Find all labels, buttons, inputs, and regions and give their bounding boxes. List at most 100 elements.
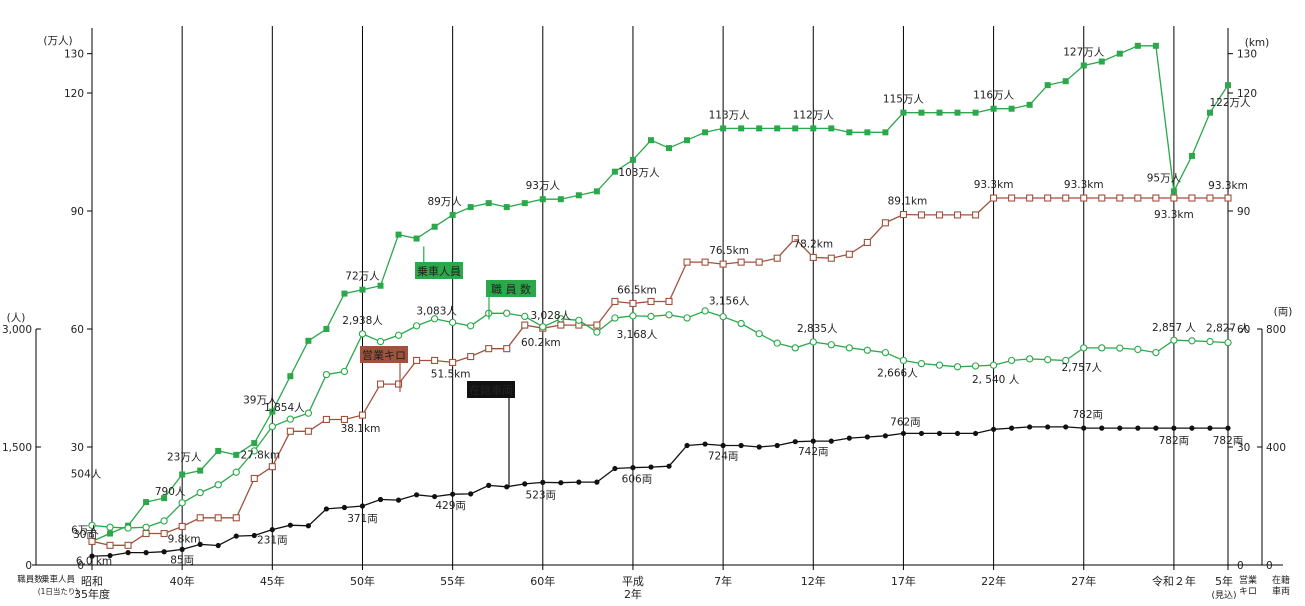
- data-label-route-km: 9.8km: [168, 533, 201, 545]
- x-tick-label: 45年: [260, 574, 285, 588]
- x-tick-label: 22年: [981, 574, 1006, 588]
- point-route-km: [485, 345, 493, 353]
- point-passengers: [774, 125, 781, 132]
- point-route-km: [917, 211, 926, 219]
- right-inner-axis-name-line: 営業: [1239, 574, 1257, 586]
- left-inner-tick-label: 60: [71, 324, 84, 336]
- point-staff: [1188, 337, 1196, 345]
- point-route-km: [358, 411, 367, 419]
- point-passengers: [864, 129, 871, 136]
- data-label-route-km: 78.2km: [793, 238, 833, 250]
- point-staff: [737, 319, 745, 328]
- right-inner-axis-name: 営業キロ: [1239, 574, 1257, 597]
- point-route-km: [394, 380, 403, 388]
- point-staff: [1007, 356, 1016, 365]
- right-inner-tick-label: 90: [1237, 206, 1250, 218]
- point-passengers: [233, 451, 240, 458]
- point-passengers: [305, 337, 312, 344]
- point-staff: [827, 341, 835, 349]
- point-cars: [504, 484, 510, 490]
- point-passengers: [756, 125, 763, 132]
- legend-label-staff: 職 員 数: [486, 280, 536, 320]
- point-cars: [612, 465, 618, 472]
- point-staff: [935, 361, 944, 369]
- point-route-km: [593, 321, 601, 329]
- x-tick-label: 令和２年: [1152, 574, 1196, 588]
- point-route-km: [178, 522, 186, 531]
- data-label-staff: 2,835人: [797, 323, 838, 335]
- left-outer-axis-name: 職員数: [17, 574, 43, 585]
- point-passengers: [882, 129, 889, 136]
- point-route-km: [286, 427, 294, 435]
- legend-label-cars: 在籍車両: [467, 381, 515, 488]
- point-staff: [142, 523, 150, 531]
- point-passengers: [1170, 188, 1177, 195]
- point-cars: [576, 479, 582, 485]
- point-cars: [1207, 425, 1213, 431]
- data-label-staff: 2,857 人: [1152, 322, 1196, 334]
- point-route-km: [557, 321, 565, 329]
- point-route-km: [521, 321, 529, 329]
- point-cars: [251, 532, 257, 539]
- point-cars: [666, 463, 672, 469]
- point-staff: [701, 307, 709, 315]
- point-cars: [377, 496, 384, 503]
- point-route-km: [322, 415, 330, 424]
- point-passengers: [323, 326, 330, 332]
- right-inner-axis-name-line: キロ: [1239, 587, 1257, 597]
- point-route-km: [972, 211, 980, 219]
- point-staff: [791, 344, 799, 352]
- chart-series: [88, 42, 1232, 559]
- point-cars: [468, 491, 474, 497]
- point-cars: [1081, 425, 1087, 431]
- legend-text: 職 員 数: [491, 283, 531, 296]
- point-staff: [683, 314, 691, 322]
- data-label-staff: 2,827 人: [1206, 323, 1250, 335]
- point-route-km: [755, 258, 763, 266]
- legend-text: 乗車人員: [417, 264, 461, 278]
- point-cars: [323, 506, 330, 512]
- point-passengers: [395, 231, 402, 238]
- point-route-km: [106, 541, 114, 549]
- data-label-passengers: 115万人: [883, 94, 925, 106]
- point-passengers: [828, 125, 835, 132]
- legend-box: [467, 381, 515, 398]
- right-outer-unit: (両): [1274, 306, 1293, 318]
- point-passengers: [287, 373, 294, 380]
- point-passengers: [251, 440, 258, 447]
- point-cars: [1009, 425, 1015, 431]
- right-inner-tick-label: 60: [1237, 324, 1250, 336]
- data-label-passengers: 89万人: [427, 196, 462, 208]
- data-label-route-km: 93.3km: [1154, 209, 1194, 221]
- point-cars: [486, 482, 492, 488]
- data-label-staff: 790人: [155, 486, 186, 498]
- right-outer-axis-name-line: 車両: [1272, 585, 1290, 597]
- point-passengers: [215, 447, 222, 454]
- point-passengers: [1225, 82, 1231, 89]
- point-route-km: [340, 415, 348, 424]
- point-route-km: [413, 356, 421, 365]
- point-route-km: [214, 514, 222, 522]
- point-cars: [756, 444, 762, 450]
- point-passengers: [684, 137, 691, 144]
- point-route-km: [1116, 194, 1124, 202]
- data-label-route-km: 27.8km: [240, 450, 280, 462]
- point-route-km: [160, 529, 168, 538]
- point-cars: [432, 493, 438, 500]
- point-staff: [503, 309, 511, 317]
- point-route-km: [1152, 194, 1160, 202]
- point-cars: [89, 553, 95, 559]
- data-label-staff: 2,757人: [1061, 362, 1102, 374]
- data-label-route-km: 93.3km: [1064, 179, 1104, 191]
- data-label-route-km: 66.5km: [617, 284, 657, 296]
- data-label-route-km: 60.2km: [521, 337, 561, 349]
- legend-box: [415, 262, 463, 279]
- point-staff: [593, 328, 601, 336]
- point-staff: [448, 318, 457, 327]
- point-passengers: [197, 467, 204, 474]
- legend-box: [360, 346, 408, 363]
- point-route-km: [647, 297, 655, 306]
